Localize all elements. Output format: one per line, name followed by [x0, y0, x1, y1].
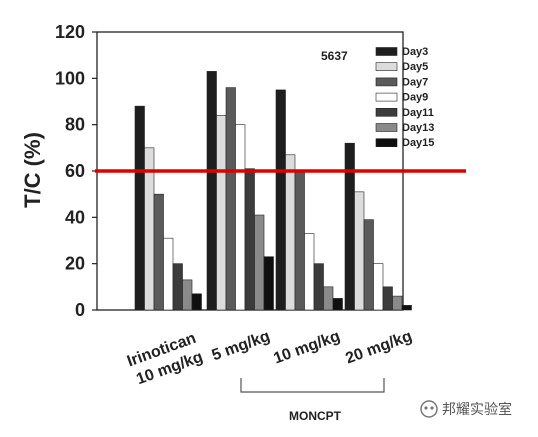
bar-day11-group-4	[382, 286, 393, 311]
watermark: 邦耀实验室	[420, 400, 512, 418]
category-label: Irinotican10 mg/kg	[125, 330, 205, 389]
bar-day3-group-1	[134, 105, 145, 311]
chart-annotation: 5637	[321, 49, 348, 63]
bar-day5-group-3	[285, 154, 296, 311]
legend-label-day9: Day9	[402, 92, 428, 104]
group-bracket	[240, 378, 385, 393]
legend-label-day7: Day7	[402, 76, 428, 88]
legend-swatch-day3	[375, 47, 398, 56]
y-tick-label: 40	[65, 207, 85, 227]
bar-day13-group-1	[182, 279, 193, 311]
bar-day9-group-3	[304, 233, 315, 311]
category-label: 5 mg/kg	[210, 328, 273, 365]
bar-day11-group-2	[244, 168, 255, 311]
y-axis-label: T/C (%)	[20, 132, 45, 208]
y-tick-label: 0	[75, 300, 85, 320]
legend-label-day3: Day3	[402, 46, 428, 58]
bar-day13-group-2	[254, 214, 265, 311]
bar-day15-group-3	[332, 298, 343, 311]
y-tick-label: 100	[55, 68, 85, 88]
group-label: MONCPT	[289, 409, 342, 423]
legend-swatch-day13	[375, 123, 398, 132]
bar-day11-group-3	[313, 263, 324, 311]
legend-swatch-day15	[375, 138, 398, 147]
bar-day15-group-1	[191, 293, 202, 311]
bar-day7-group-1	[153, 193, 164, 311]
watermark-icon-dot	[430, 406, 434, 410]
y-tick-label: 60	[65, 161, 85, 181]
legend-label-day15: Day15	[402, 137, 434, 149]
legend-swatch-day5	[375, 62, 398, 72]
bar-day5-group-2	[216, 115, 227, 311]
bar-day7-group-2	[225, 87, 236, 311]
legend-swatch-day9	[375, 92, 398, 102]
watermark-icon-dot	[424, 406, 428, 410]
legend-swatch-day11	[375, 108, 398, 117]
category-label-line1: 10 mg/kg	[271, 328, 342, 368]
legend-swatch-day7	[375, 77, 398, 87]
watermark-icon	[420, 400, 438, 418]
watermark-text: 邦耀实验室	[442, 401, 512, 418]
legend-label-day13: Day13	[402, 122, 434, 134]
bar-day7-group-4	[363, 219, 374, 311]
bar-day3-group-3	[275, 89, 286, 311]
y-tick-label: 20	[65, 254, 85, 274]
category-label: 10 mg/kg	[271, 328, 342, 368]
bar-day3-group-4	[344, 142, 355, 311]
bar-day9-group-2	[235, 124, 246, 311]
legend-label-day5: Day5	[402, 61, 428, 73]
bar-day5-group-4	[354, 191, 365, 311]
category-label-line1: 20 mg/kg	[343, 328, 414, 368]
bar-day15-group-2	[263, 256, 274, 311]
bar-day11-group-1	[172, 263, 183, 311]
legend-label-day11: Day11	[402, 107, 434, 119]
y-tick-label: 80	[65, 115, 85, 135]
bar-day7-group-3	[294, 170, 305, 311]
bar-day15-group-4	[401, 305, 412, 311]
bar-day13-group-4	[392, 295, 403, 311]
bar-day3-group-2	[206, 71, 217, 311]
bar-day13-group-3	[323, 286, 334, 311]
bar-day9-group-4	[373, 263, 384, 311]
y-tick-label: 120	[55, 22, 85, 42]
category-label-line1: 5 mg/kg	[210, 328, 273, 365]
bar-day9-group-1	[163, 237, 174, 311]
category-label: 20 mg/kg	[343, 328, 414, 368]
